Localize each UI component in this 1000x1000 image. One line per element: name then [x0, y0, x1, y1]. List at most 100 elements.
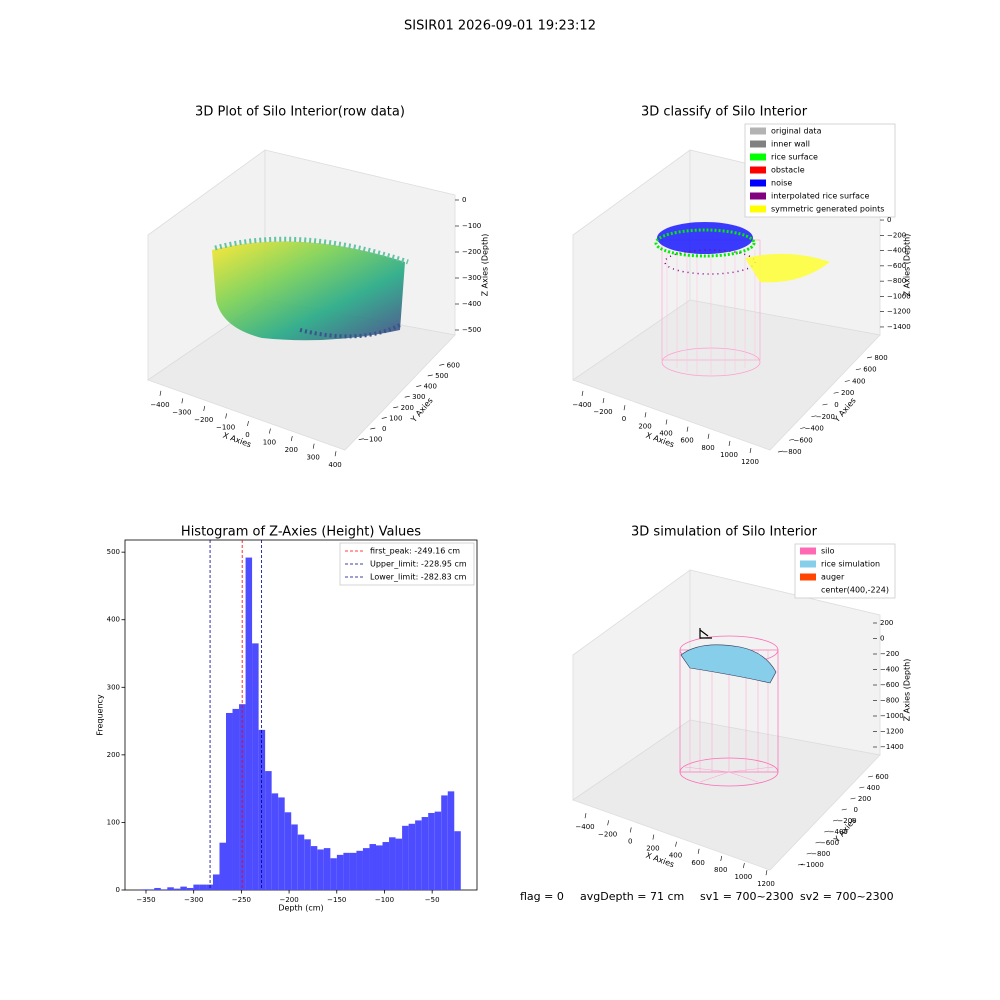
x-tick-label: 1000	[734, 873, 752, 881]
legend-swatch	[750, 179, 766, 187]
bar	[402, 825, 409, 890]
legend-label: obstacle	[771, 166, 805, 175]
y-tick-label: 800	[874, 354, 887, 362]
x-tick-label: −250	[232, 896, 251, 904]
bar	[362, 848, 370, 890]
y-tick-label: −100	[363, 436, 382, 444]
z-tick-label: −800	[887, 277, 906, 285]
y-tick	[358, 438, 364, 440]
z-tick-label: 0	[462, 196, 466, 204]
x-tick-label: −50	[425, 896, 440, 904]
y-tick-label: 600	[875, 773, 888, 781]
bar	[271, 793, 279, 890]
z-tick-label: −200	[887, 231, 906, 239]
x-tick-label: 1200	[741, 458, 759, 466]
x-tick	[665, 419, 668, 425]
bar	[330, 858, 337, 890]
x-tick	[607, 820, 609, 826]
bar	[336, 854, 344, 890]
legend-swatch	[750, 205, 766, 213]
x-tick	[247, 420, 249, 427]
bar	[258, 729, 266, 890]
bar	[415, 820, 422, 890]
silo-simulation	[679, 628, 779, 787]
x-tick	[743, 863, 745, 869]
bar	[193, 884, 200, 890]
bar	[356, 850, 363, 890]
y-tick-label: −600	[820, 839, 839, 847]
x-tick-label: 300	[306, 454, 319, 462]
bar	[369, 844, 376, 890]
legend-swatch	[800, 560, 816, 568]
x-tick-label: −150	[327, 896, 346, 904]
x-tick-label: −200	[194, 416, 213, 424]
y-tick	[841, 808, 847, 811]
bar	[434, 811, 442, 890]
x-tick-label: 600	[680, 437, 693, 445]
bar	[154, 887, 161, 890]
x-tick-label: 400	[669, 852, 682, 860]
legend-label: inner wall	[771, 140, 810, 149]
y-tick-label: 400	[852, 377, 865, 385]
legend-label: auger	[821, 573, 845, 582]
bar	[317, 849, 324, 890]
bar	[219, 842, 227, 890]
bar	[428, 812, 435, 890]
x-tick	[312, 443, 315, 449]
z-tick-label: −200	[880, 650, 899, 658]
y-tick	[427, 374, 433, 377]
bar	[323, 848, 331, 890]
z-tick-label: −400	[887, 247, 906, 255]
legend-label: Lower_limit: -282.83 cm	[370, 573, 467, 582]
y-tick-label: 100	[389, 414, 402, 422]
x-tick	[159, 390, 162, 396]
y-tick	[789, 438, 795, 441]
y-tick	[777, 450, 784, 453]
legend-label: original data	[771, 127, 822, 136]
y-tick-label: 400	[107, 616, 120, 624]
x-tick-label: 400	[659, 430, 672, 438]
z-tick-label: 200	[880, 619, 893, 627]
y-tick-label: −200	[816, 413, 835, 421]
x-tick	[728, 440, 731, 446]
y-tick	[393, 406, 399, 409]
y-tick	[370, 427, 376, 430]
bar	[408, 823, 416, 890]
x-tick	[765, 870, 768, 876]
x-tick-label: 1200	[757, 880, 775, 888]
bar	[199, 884, 207, 890]
x-tick-label: −300	[172, 408, 191, 416]
y-tick-label: 0	[116, 886, 120, 894]
x-tick-label: −100	[216, 423, 235, 431]
bar	[141, 889, 148, 890]
x-tick-label: 200	[646, 845, 659, 853]
y-tick	[866, 356, 873, 359]
x-tick-label: −350	[136, 896, 155, 904]
z-tick-label: −600	[880, 681, 899, 689]
bar	[421, 817, 429, 890]
x-tick-label: −300	[184, 896, 203, 904]
bar	[284, 812, 292, 890]
z-tick-label: −300	[462, 274, 481, 282]
y-tick	[800, 427, 806, 429]
z-tick-label: −1200	[887, 308, 911, 316]
bar	[212, 874, 220, 890]
y-tick	[859, 786, 865, 789]
y-tick	[824, 830, 830, 833]
y-tick-label: 300	[412, 393, 425, 401]
x-tick	[290, 436, 293, 442]
x-tick	[334, 451, 337, 457]
y-tick	[404, 395, 410, 398]
y-tick-label: 0	[854, 806, 858, 814]
x-tick	[749, 447, 752, 454]
bar	[265, 771, 272, 890]
legend-swatch	[750, 166, 766, 174]
legend-swatch	[750, 140, 766, 148]
x-tick-label: −400	[572, 401, 591, 409]
y-tick-label: −400	[805, 425, 824, 433]
y-tick-label: 500	[435, 372, 448, 380]
x-tick-label: 0	[628, 837, 632, 845]
x-tick-label: 400	[328, 461, 341, 469]
x-tick	[644, 412, 647, 418]
status-text: flag = 0	[520, 890, 564, 903]
